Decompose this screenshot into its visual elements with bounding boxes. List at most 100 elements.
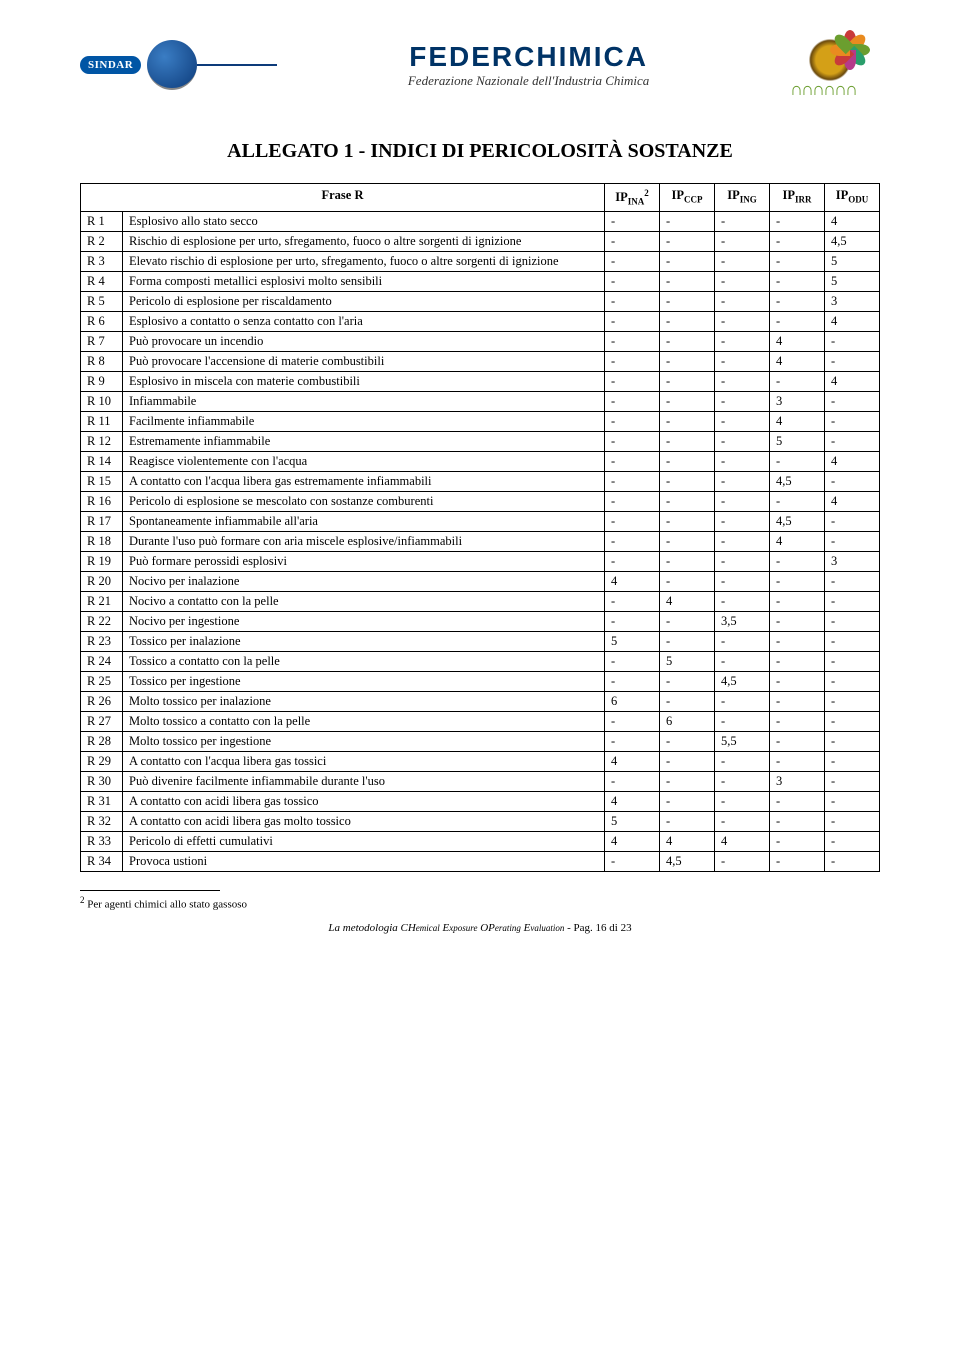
row-value: - (715, 431, 770, 451)
row-value: - (770, 711, 825, 731)
row-value: 4 (825, 211, 880, 231)
row-value: - (715, 631, 770, 651)
row-value: - (605, 731, 660, 751)
row-value: - (605, 451, 660, 471)
row-value: - (605, 511, 660, 531)
row-value: - (825, 751, 880, 771)
row-description: A contatto con acidi libera gas tossico (123, 791, 605, 811)
row-value: - (605, 331, 660, 351)
row-value: - (770, 371, 825, 391)
row-value: - (825, 651, 880, 671)
row-description: Facilmente infiammabile (123, 411, 605, 431)
row-value: 5,5 (715, 731, 770, 751)
row-code: R 4 (81, 271, 123, 291)
row-value: - (770, 791, 825, 811)
col-ina: IPINA2 (605, 184, 660, 212)
row-value: - (605, 611, 660, 631)
row-value: - (605, 231, 660, 251)
row-code: R 16 (81, 491, 123, 511)
page-header: SINDAR FEDERCHIMICA Federazione Nazional… (80, 20, 880, 110)
row-value: - (715, 771, 770, 791)
row-code: R 30 (81, 771, 123, 791)
row-value: - (770, 291, 825, 311)
row-description: Tossico per ingestione (123, 671, 605, 691)
row-value: - (605, 211, 660, 231)
table-row: R 10Infiammabile---3- (81, 391, 880, 411)
table-row: R 26Molto tossico per inalazione6---- (81, 691, 880, 711)
row-value: - (605, 531, 660, 551)
row-value: - (605, 471, 660, 491)
footnote-text: 2 Per agenti chimici allo stato gassoso (80, 895, 880, 911)
row-value: - (770, 231, 825, 251)
row-code: R 23 (81, 631, 123, 651)
row-value: - (715, 471, 770, 491)
row-description: A contatto con l'acqua libera gas tossic… (123, 751, 605, 771)
row-code: R 25 (81, 671, 123, 691)
row-value: 4,5 (660, 851, 715, 871)
row-description: Provoca ustioni (123, 851, 605, 871)
row-value: - (770, 731, 825, 751)
row-value: - (715, 791, 770, 811)
row-value: - (770, 851, 825, 871)
row-description: A contatto con acidi libera gas molto to… (123, 811, 605, 831)
table-row: R 14Reagisce violentemente con l'acqua--… (81, 451, 880, 471)
row-value: - (825, 471, 880, 491)
row-code: R 8 (81, 351, 123, 371)
col-irr: IPIRR (770, 184, 825, 212)
row-value: - (660, 671, 715, 691)
row-value: - (770, 751, 825, 771)
row-value: - (660, 751, 715, 771)
row-value: 4 (825, 491, 880, 511)
row-value: - (770, 611, 825, 631)
row-value: - (825, 331, 880, 351)
row-value: - (715, 211, 770, 231)
table-row: R 31A contatto con acidi libera gas toss… (81, 791, 880, 811)
row-value: - (605, 711, 660, 731)
table-row: R 3Elevato rischio di esplosione per urt… (81, 251, 880, 271)
row-value: - (660, 631, 715, 651)
row-value: - (605, 551, 660, 571)
row-value: 6 (605, 691, 660, 711)
row-description: Esplosivo in miscela con materie combust… (123, 371, 605, 391)
org-logo: FEDERCHIMICA Federazione Nazionale dell'… (277, 41, 780, 89)
row-value: - (825, 631, 880, 651)
row-value: - (770, 251, 825, 271)
row-value: - (660, 211, 715, 231)
row-value: 4,5 (770, 471, 825, 491)
sindar-logo: SINDAR (80, 40, 277, 90)
row-value: - (715, 251, 770, 271)
row-value: - (715, 691, 770, 711)
row-value: - (770, 691, 825, 711)
row-value: - (715, 511, 770, 531)
table-row: R 27Molto tossico a contatto con la pell… (81, 711, 880, 731)
sindar-circle-icon (147, 40, 197, 90)
row-value: - (660, 611, 715, 631)
table-row: R 5Pericolo di esplosione per riscaldame… (81, 291, 880, 311)
row-value: - (660, 451, 715, 471)
row-value: - (715, 231, 770, 251)
row-value: - (715, 351, 770, 371)
row-value: - (660, 411, 715, 431)
row-value: - (770, 671, 825, 691)
footnote-marker: 2 (80, 895, 85, 905)
table-header-row: Frase R IPINA2 IPCCP IPING IPIRR IPODU (81, 184, 880, 212)
row-value: - (715, 331, 770, 351)
table-row: R 19Può formare perossidi esplosivi----3 (81, 551, 880, 571)
col-ing: IPING (715, 184, 770, 212)
row-value: - (825, 811, 880, 831)
arcs-icon: ∩∩∩∩∩∩ (790, 79, 856, 100)
table-row: R 4Forma composti metallici esplosivi mo… (81, 271, 880, 291)
row-value: - (825, 711, 880, 731)
page-footer: La metodologia CHemical Exposure OPerati… (80, 922, 880, 934)
table-row: R 7Può provocare un incendio---4- (81, 331, 880, 351)
row-value: - (715, 811, 770, 831)
row-code: R 32 (81, 811, 123, 831)
row-value: - (715, 391, 770, 411)
row-description: Spontaneamente infiammabile all'aria (123, 511, 605, 531)
row-value: - (770, 311, 825, 331)
row-description: Può provocare un incendio (123, 331, 605, 351)
row-code: R 5 (81, 291, 123, 311)
row-value: - (715, 291, 770, 311)
row-description: Reagisce violentemente con l'acqua (123, 451, 605, 471)
row-code: R 9 (81, 371, 123, 391)
